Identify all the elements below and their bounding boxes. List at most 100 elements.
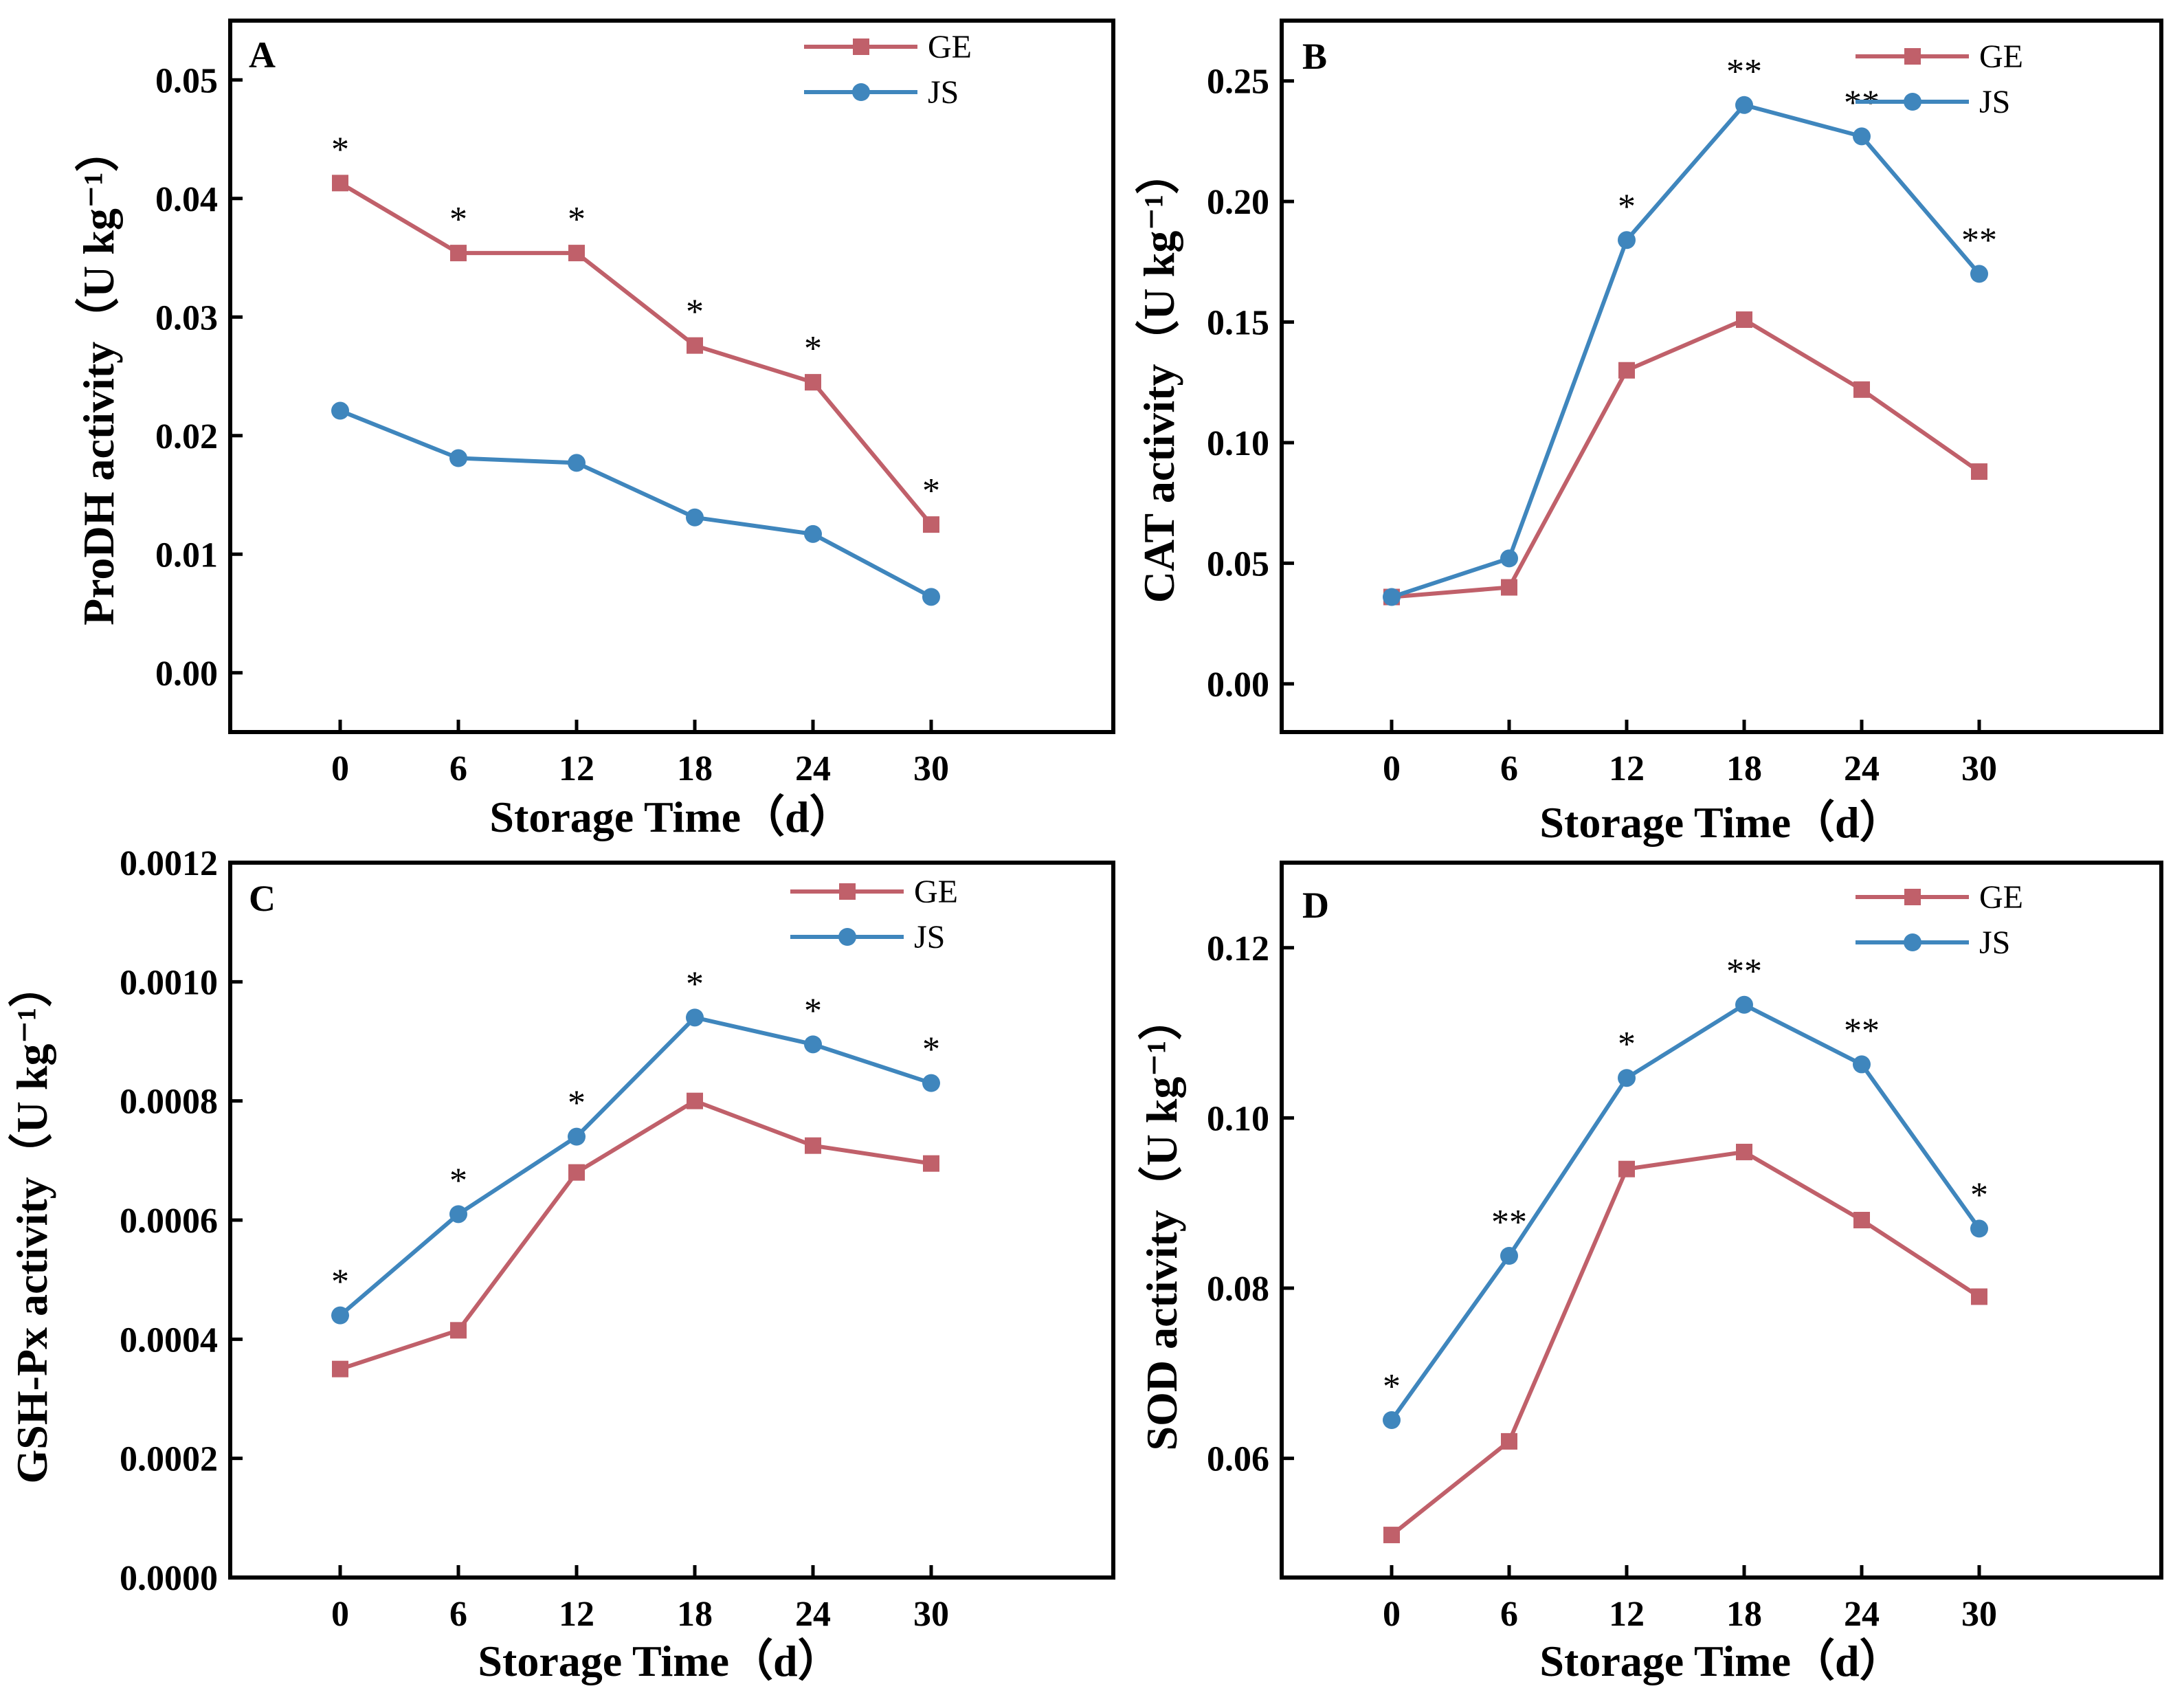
- legend-label-ge: GE: [914, 874, 958, 910]
- x-axis-title: Storage Time（d）: [489, 793, 853, 841]
- data-point-js: [1853, 1055, 1871, 1074]
- x-axis-title: Storage Time（d）: [1539, 1637, 1903, 1685]
- data-point-ge: [687, 337, 703, 354]
- y-tick-label: 0.20: [1207, 183, 1269, 222]
- y-tick-label: 0.04: [155, 180, 218, 219]
- data-point-js: [331, 1306, 349, 1325]
- x-tick-label: 12: [1609, 1595, 1645, 1634]
- x-tick-label: 18: [677, 749, 713, 788]
- chart-marks: 0 6 12 18 24 300.060.080.100.12*********: [1207, 929, 1997, 1634]
- legend: GE JS: [1856, 38, 2023, 120]
- y-tick-label: 0.25: [1207, 63, 1269, 102]
- series-line-js: [339, 1015, 932, 1317]
- data-point-ge: [332, 175, 348, 192]
- plot-frame: [1280, 19, 2163, 734]
- legend: GE JS: [1856, 879, 2023, 961]
- series-line-js: [1391, 102, 1981, 599]
- x-tick-label: 30: [913, 1595, 949, 1634]
- significance-marker: **: [1726, 952, 1762, 991]
- significance-marker: *: [331, 1263, 349, 1302]
- x-axis-title: Storage Time（d）: [1539, 798, 1903, 847]
- data-point-ge: [1971, 463, 1987, 480]
- legend-label-ge: GE: [1979, 879, 2023, 916]
- data-point-ge: [568, 1164, 585, 1181]
- significance-marker: *: [1618, 1025, 1636, 1064]
- y-tick-label: 0.0010: [120, 963, 218, 1002]
- y-tick-label: 0.12: [1207, 929, 1269, 969]
- significance-marker: *: [922, 472, 940, 511]
- data-point-ge: [1501, 579, 1517, 596]
- legend-label-js: JS: [914, 919, 945, 955]
- y-tick-label: 0.0002: [120, 1440, 218, 1479]
- data-point-ge: [332, 1360, 348, 1377]
- panel-label: C: [249, 878, 276, 919]
- x-tick-label: 30: [1961, 1595, 1997, 1634]
- y-tick-label: 0.08: [1207, 1270, 1269, 1309]
- y-tick-label: 0.05: [155, 61, 218, 100]
- data-point-js: [1383, 1410, 1401, 1429]
- legend-marker-ge: [1904, 889, 1921, 905]
- x-tick-label: 6: [449, 1595, 467, 1634]
- x-tick-label: 12: [1609, 749, 1645, 788]
- data-point-ge: [923, 1155, 939, 1172]
- x-tick-label: 0: [331, 1595, 349, 1634]
- y-tick-label: 0.05: [1207, 544, 1269, 584]
- data-point-js: [1618, 1069, 1636, 1087]
- data-point-ge: [687, 1092, 703, 1109]
- y-tick-label: 0.00: [155, 654, 218, 694]
- y-tick-label: 0.15: [1207, 304, 1269, 343]
- y-tick-label: 0.0006: [120, 1202, 218, 1241]
- data-point-js: [1735, 96, 1753, 114]
- y-tick-label: 0.03: [155, 298, 218, 338]
- data-point-ge: [923, 516, 939, 533]
- data-point-js: [686, 508, 704, 527]
- x-tick-label: 0: [1383, 1595, 1401, 1634]
- plot-frame: [228, 19, 1115, 734]
- panel-b: 0 6 12 18 24 300.000.050.100.150.200.25******…: [1135, 19, 2163, 847]
- data-point-ge: [1736, 1143, 1752, 1160]
- significance-marker: *: [686, 964, 704, 1004]
- legend-marker-js: [838, 928, 856, 946]
- y-axis-title: SOD activity（U kg⁻¹）: [1137, 997, 1186, 1451]
- chart-marks: 0 6 12 18 24 300.000.050.100.150.200.25******…: [1207, 52, 1997, 788]
- series-line-ge: [1390, 1149, 1981, 1537]
- significance-marker: *: [568, 1084, 586, 1123]
- x-tick-label: 24: [1844, 749, 1880, 788]
- data-point-ge: [1971, 1288, 1987, 1305]
- legend: GE JS: [790, 874, 958, 955]
- data-point-js: [1500, 549, 1518, 568]
- data-point-js: [804, 524, 822, 543]
- panel-label: B: [1302, 36, 1327, 77]
- significance-marker: *: [449, 1161, 467, 1200]
- y-tick-label: 0.00: [1207, 665, 1269, 705]
- significance-marker: *: [686, 293, 704, 332]
- y-axis-title: ProDH activity（U kg⁻¹）: [74, 128, 123, 626]
- y-axis-title: GSH-Px activity（U kg⁻¹）: [8, 964, 56, 1484]
- x-tick-label: 12: [559, 1595, 594, 1634]
- panel-label: D: [1302, 885, 1329, 926]
- chart-marks: 0 6 12 18 24 30 0.00 0.01 0.02 0.03 0.04 0.05 * * * * * *: [155, 61, 949, 788]
- data-point-ge: [1618, 362, 1635, 379]
- data-point-js: [568, 1127, 586, 1146]
- panel-c: 0 6 12 18 24 30 0.0000 0.0002 0.0004 0.0006 0.0008…: [8, 844, 1115, 1685]
- data-point-ge: [1736, 311, 1752, 329]
- data-point-ge: [1853, 381, 1870, 398]
- y-tick-label: 0.0008: [120, 1083, 218, 1122]
- y-tick-label: 0.02: [155, 417, 218, 456]
- x-tick-label: 24: [1844, 1595, 1880, 1634]
- y-tick-label: 0.10: [1207, 424, 1269, 463]
- significance-marker: **: [1961, 221, 1997, 260]
- significance-marker: *: [1383, 1367, 1401, 1406]
- y-tick-label: 0.0012: [120, 844, 218, 883]
- data-point-js: [1853, 127, 1871, 146]
- x-axis-title: Storage Time（d）: [478, 1637, 841, 1685]
- plot-frame: [228, 861, 1115, 1580]
- x-tick-label: 24: [795, 1595, 831, 1634]
- x-tick-label: 12: [559, 749, 594, 788]
- data-point-js: [1618, 231, 1636, 250]
- data-point-ge: [805, 374, 821, 391]
- data-point-ge: [1853, 1212, 1870, 1228]
- y-tick-label: 0.0004: [120, 1320, 218, 1360]
- data-point-js: [449, 1205, 467, 1224]
